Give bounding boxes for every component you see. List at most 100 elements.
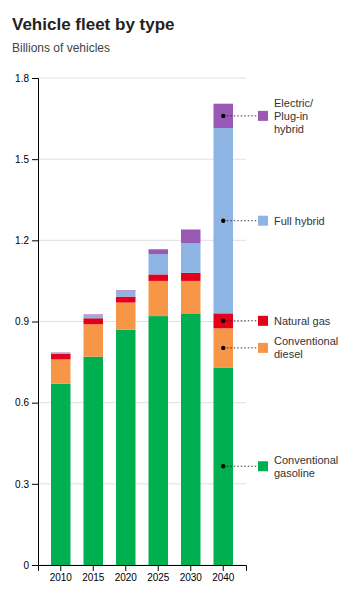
bar <box>214 104 234 128</box>
bar <box>214 313 234 328</box>
bar <box>181 273 201 281</box>
tick: 0.6 <box>15 397 38 408</box>
y-axis: 0 0.3 0.6 0.9 1.2 1.5 1.8 <box>15 73 38 571</box>
bar <box>84 324 104 356</box>
tick-label: 0.6 <box>15 397 29 408</box>
legend-label-line: Conventional <box>274 454 338 466</box>
tick-label: 2040 <box>212 572 235 583</box>
legend-label: Conventionalgasoline <box>274 454 338 479</box>
tick-label: 1.5 <box>15 154 29 165</box>
legend-item: Conventionaldiesel <box>221 335 338 360</box>
tick: 2040 <box>212 565 235 583</box>
bar <box>149 316 169 565</box>
legend-label: Natural gas <box>274 315 331 327</box>
bar <box>116 330 136 565</box>
axis-line <box>32 79 39 566</box>
bar <box>51 354 71 359</box>
chart: Vehicle fleet by type Billions of vehicle… <box>0 0 358 595</box>
leader-dot <box>221 219 225 223</box>
leader-line <box>223 466 258 467</box>
leader-line <box>223 347 258 348</box>
tick: 1.2 <box>15 235 38 246</box>
tick-label: 1.2 <box>15 235 29 246</box>
tick-mark <box>32 322 38 323</box>
legend: Electric/Plug-inhybrid Full hybrid Natural… <box>221 97 338 479</box>
bar <box>84 315 104 318</box>
legend-label-line: Conventional <box>274 335 338 347</box>
tick-label: 0.9 <box>15 316 29 327</box>
bar <box>149 254 169 274</box>
tick: 0.9 <box>15 316 38 327</box>
x-axis: 2010 2015 2020 2025 2030 2040 <box>39 565 247 583</box>
series <box>51 128 233 354</box>
tick-mark <box>190 565 191 571</box>
bar <box>116 297 136 303</box>
legend-item: Conventionalgasoline <box>221 454 338 479</box>
axis-line <box>39 566 247 572</box>
tick-label: 2015 <box>82 572 105 583</box>
legend-label-line: hybrid <box>274 123 304 135</box>
legend-swatch <box>258 461 268 471</box>
bar <box>116 303 136 330</box>
bar <box>84 314 104 316</box>
bar <box>51 384 71 565</box>
legend-item: Natural gas <box>221 315 331 327</box>
tick: 0 <box>23 560 38 571</box>
legend-label-line: diesel <box>274 348 303 360</box>
legend-label-line: gasoline <box>274 467 315 479</box>
tick-label: 0.3 <box>15 479 29 490</box>
tick-label: 0 <box>23 560 29 571</box>
bar <box>84 318 104 324</box>
legend-label-line: Electric/ <box>274 97 314 109</box>
grid <box>38 78 246 565</box>
bar <box>181 313 201 565</box>
legend-swatch <box>258 111 268 121</box>
tick-mark <box>32 78 38 79</box>
tick-mark <box>32 159 38 160</box>
series <box>51 281 233 384</box>
leader-dot <box>221 114 225 118</box>
tick: 1.8 <box>15 73 38 84</box>
leader-dot <box>221 319 225 323</box>
legend-label: Conventionaldiesel <box>274 335 338 360</box>
leader-line <box>223 320 258 321</box>
title: Vehicle fleet by type <box>12 15 175 34</box>
bar <box>116 291 136 296</box>
tick-label: 2020 <box>115 572 138 583</box>
legend-item: Electric/Plug-inhybrid <box>221 97 314 135</box>
bar <box>116 290 136 292</box>
bar <box>214 128 234 313</box>
tick-label: 2025 <box>147 572 170 583</box>
bars <box>51 104 233 565</box>
tick-label: 2010 <box>50 572 73 583</box>
bar <box>214 328 234 367</box>
tick: 0.3 <box>15 479 38 490</box>
bar <box>181 243 201 273</box>
legend-label-line: Natural gas <box>274 315 331 327</box>
bar <box>214 367 234 565</box>
legend-label-line: Full hybrid <box>274 215 325 227</box>
tick: 2025 <box>147 565 170 583</box>
legend-label-line: Plug-in <box>274 110 308 122</box>
legend-swatch <box>258 216 268 226</box>
leader-dot <box>221 464 225 468</box>
series <box>51 313 233 565</box>
subtitle: Billions of vehicles <box>12 41 110 55</box>
bar <box>149 274 169 280</box>
tick-mark <box>223 565 224 571</box>
tick: 1.5 <box>15 154 38 165</box>
tick: 2015 <box>82 565 105 583</box>
bar <box>51 352 71 353</box>
tick-mark <box>158 565 159 571</box>
tick-mark <box>32 403 38 404</box>
leader-dot <box>221 346 225 350</box>
tick-mark <box>125 565 126 571</box>
tick-mark <box>32 565 38 566</box>
tick-mark <box>60 565 61 571</box>
bar <box>149 281 169 316</box>
leader-line <box>223 115 258 116</box>
tick: 2020 <box>115 565 138 583</box>
legend-swatch <box>258 316 268 326</box>
series <box>51 273 233 360</box>
tick-label: 2030 <box>180 572 203 583</box>
